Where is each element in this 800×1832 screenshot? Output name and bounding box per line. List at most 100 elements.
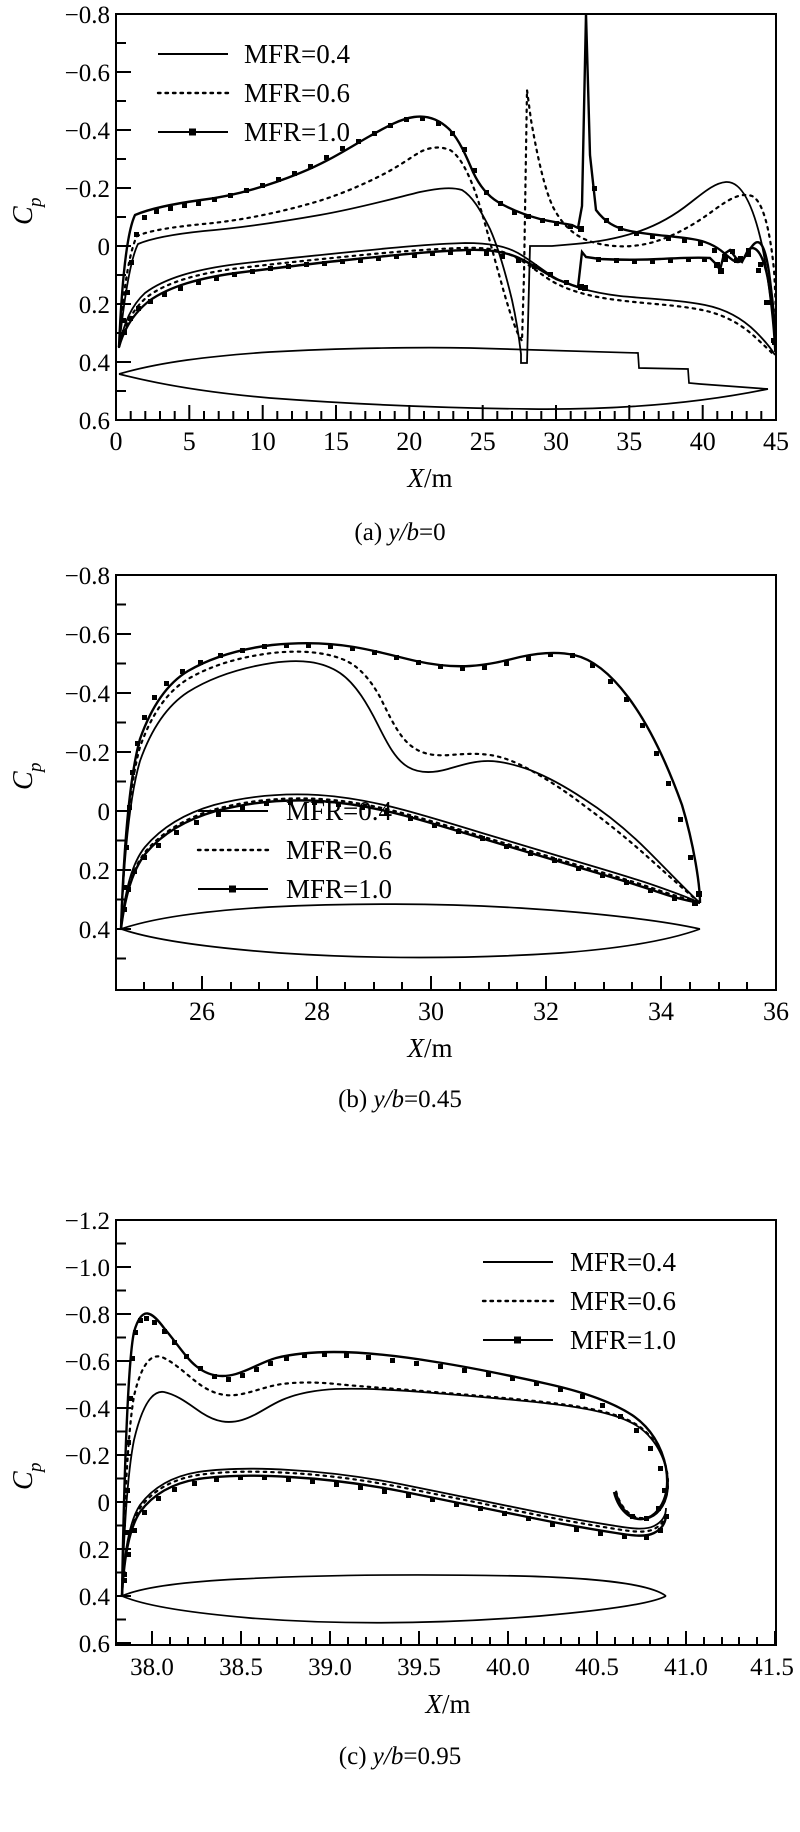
y-tick-label: 0 (98, 234, 111, 261)
y-tick-label: −0.8 (65, 1302, 110, 1329)
x-tick-label: 40.5 (575, 1654, 619, 1681)
curve-mfr10-lower-a (117, 247, 776, 351)
curve-mfr04-upper-c (121, 1387, 669, 1597)
y-axis-ticks-a (116, 13, 131, 421)
x-tick-label: 5 (183, 427, 196, 456)
x-tick-label: 30 (543, 427, 569, 456)
y-axis-title-sub: p (25, 1463, 46, 1475)
x-tick-label: 35 (616, 427, 642, 456)
y-axis-title-sub: p (25, 763, 46, 775)
y-tick-label: −0.6 (65, 622, 110, 649)
curve-mfr04-lower-a (118, 242, 776, 356)
curve-mfr10-lower-c (120, 1474, 668, 1597)
svg-text:X/m: X/m (406, 463, 452, 493)
caption-prefix: (c) (338, 1743, 373, 1770)
x-axis-title-c: X/m (424, 1689, 470, 1719)
y-tick-label: −0.8 (65, 2, 110, 29)
caption-var: y/b (372, 1743, 404, 1770)
markers-mfr10-b (122, 643, 702, 912)
x-axis-ticks-c (151, 1631, 776, 1645)
y-tick-label: 0.6 (79, 408, 110, 435)
curve-mfr06-lower-a (117, 246, 776, 358)
x-tick-label: 40.0 (486, 1654, 530, 1681)
y-axis-title-main: C (8, 1471, 39, 1490)
x-axis-title-a: X/m (406, 463, 452, 493)
x-tick-label: 15 (323, 427, 349, 456)
x-tick-label: 32 (533, 997, 559, 1026)
legend-label: MFR=0.6 (286, 835, 392, 865)
panel-c: −1.2 −1.0 −0.8 −0.6 −0.4 −0.2 0 0.2 0.4 … (0, 1200, 800, 1832)
y-axis-title-b: C p (8, 763, 46, 791)
legend-label: MFR=1.0 (286, 874, 392, 904)
panel-a-caption: (a) y/b=0 (0, 519, 800, 547)
curve-mfr06-lower-c (120, 1470, 668, 1598)
y-axis-title-c: C p (8, 1463, 46, 1491)
panel-c-caption: (c) y/b=0.95 (0, 1743, 800, 1771)
curve-mfr06-upper-b (119, 650, 702, 931)
legend-marker-mfr10 (189, 128, 196, 136)
y-tick-label: −0.4 (65, 118, 111, 145)
y-tick-label: −1.2 (65, 1208, 110, 1235)
svg-text:X/m: X/m (406, 1033, 452, 1063)
x-tick-label: 30 (418, 997, 444, 1026)
x-tick-label: 26 (189, 997, 215, 1026)
x-tick-label: 38.0 (130, 1654, 174, 1681)
y-tick-label: 0 (98, 799, 111, 826)
y-tick-label: −0.2 (65, 740, 110, 767)
x-tick-label: 40 (690, 427, 716, 456)
airfoil-outline-c (121, 1574, 667, 1624)
airfoil-outline-a (118, 346, 769, 410)
y-tick-label: 0.2 (79, 292, 110, 319)
panel-b-svg: −0.8 −0.6 −0.4 −0.2 0 0.2 0.4 C p 26 28 … (8, 563, 789, 1063)
legend-label: MFR=1.0 (570, 1325, 676, 1355)
caption-prefix: (b) (338, 1086, 374, 1113)
y-tick-label: −0.6 (65, 60, 110, 87)
curve-mfr04-lower-c (121, 1467, 667, 1597)
x-tick-label: 28 (304, 997, 330, 1026)
curve-mfr10-lower-b (119, 799, 701, 930)
y-tick-label: −0.4 (65, 1396, 111, 1423)
x-tick-label: 0 (110, 427, 123, 456)
svg-text:X/m: X/m (424, 1689, 470, 1719)
legend-label: MFR=0.6 (570, 1286, 676, 1316)
x-axis-title-b: X/m (406, 1033, 452, 1063)
y-tick-label: 0.2 (79, 858, 110, 885)
y-axis-title-main: C (8, 206, 39, 225)
caption-prefix: (a) (354, 519, 389, 546)
caption-value: =0.95 (403, 1743, 462, 1770)
curve-mfr04-lower-b (120, 793, 701, 930)
curve-mfr10-upper-b (119, 642, 702, 930)
legend-a: MFR=0.4 MFR=0.6 MFR=1.0 (156, 39, 351, 147)
y-tick-label: 0.4 (79, 917, 111, 944)
curve-mfr10-upper-c (120, 1312, 669, 1597)
panel-a: −0.8 −0.6 −0.4 −0.2 0 0.2 0.4 0.6 C p (0, 0, 800, 555)
caption-value: =0 (418, 519, 446, 546)
y-tick-label: −0.2 (65, 1443, 110, 1470)
legend-marker-mfr10 (514, 1336, 521, 1344)
legend-label: MFR=1.0 (244, 117, 350, 147)
y-axis-title-sub: p (25, 198, 46, 210)
legend-b: MFR=0.4 MFR=0.6 MFR=1.0 (196, 796, 393, 904)
x-tick-label: 20 (396, 427, 422, 456)
x-tick-label: 41.5 (750, 1654, 794, 1681)
caption-var: y/b (373, 1086, 405, 1113)
markers-mfr10-c (122, 1316, 669, 1583)
markers-mfr10-a (121, 116, 776, 345)
y-axis-ticks-b (116, 574, 131, 960)
x-tick-label: 36 (763, 997, 789, 1026)
legend-label: MFR=0.6 (244, 78, 350, 108)
plot-frame-a (115, 13, 777, 421)
y-tick-label: 0 (98, 1490, 111, 1517)
curve-mfr10-upper-a (117, 14, 776, 351)
legend-label: MFR=0.4 (570, 1247, 677, 1277)
legend-marker-mfr10 (229, 885, 236, 893)
curve-mfr04-upper-b (120, 660, 701, 930)
y-axis-title-a: C p (8, 198, 46, 226)
panel-b: −0.8 −0.6 −0.4 −0.2 0 0.2 0.4 C p 26 28 … (0, 555, 800, 1200)
x-tick-label: 10 (250, 427, 276, 456)
caption-value: =0.45 (404, 1086, 462, 1113)
x-axis-ticks-b (143, 976, 777, 990)
y-tick-label: 0.4 (79, 350, 111, 377)
legend-label: MFR=0.4 (244, 39, 351, 69)
plot-frame-b (115, 574, 777, 991)
